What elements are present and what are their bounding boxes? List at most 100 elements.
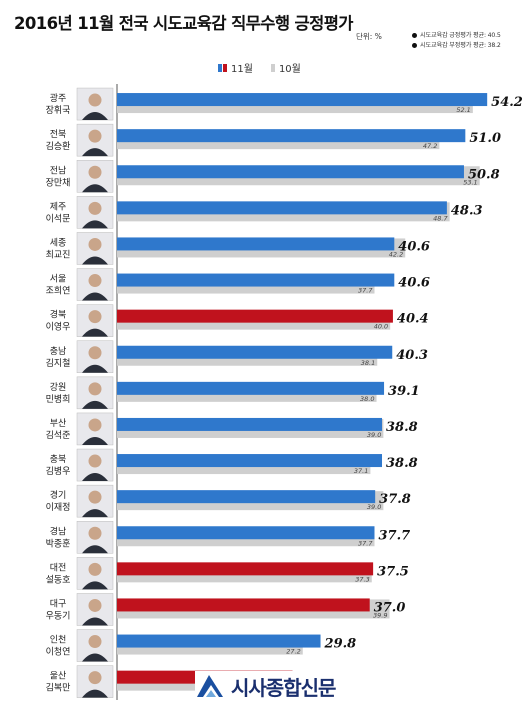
region-label: 전북 xyxy=(50,129,67,140)
region-label: 경기 xyxy=(50,489,67,501)
october-value-label: 52.1 xyxy=(456,106,470,114)
portrait-face-icon xyxy=(88,237,102,251)
person-name-label: 설동호 xyxy=(46,574,71,585)
person-name-label: 박종훈 xyxy=(46,537,71,549)
november-bar xyxy=(117,201,447,215)
region-label: 경북 xyxy=(50,309,67,321)
portrait-suit-icon xyxy=(82,473,108,482)
person-name-label: 장만채 xyxy=(46,177,71,188)
legend-swatch-gray xyxy=(270,63,275,72)
region-label: 대전 xyxy=(50,562,67,573)
portrait-suit-icon xyxy=(82,436,108,445)
portrait-face-icon xyxy=(88,671,102,685)
person-name-label: 김복만 xyxy=(46,682,71,694)
october-value-label: 39.9 xyxy=(373,611,387,619)
november-value-label: 37.8 xyxy=(379,492,411,507)
november-value-label: 37.0 xyxy=(374,600,406,615)
october-value-label: 27.2 xyxy=(286,648,300,656)
november-value-label: 38.8 xyxy=(386,456,418,471)
portrait-face-icon xyxy=(88,93,102,107)
portrait-suit-icon xyxy=(82,184,108,193)
person-name-label: 김석준 xyxy=(46,429,71,441)
november-bar xyxy=(117,490,376,504)
portrait-face-icon xyxy=(88,418,102,432)
legend-swatch-blue xyxy=(218,63,222,72)
region-label: 대구 xyxy=(50,598,67,609)
november-bar xyxy=(117,562,374,576)
october-value-label: 48.7 xyxy=(433,214,448,222)
november-value-label: 40.6 xyxy=(398,276,430,291)
region-label: 광주 xyxy=(50,92,67,104)
publisher-logo-icon xyxy=(197,675,223,697)
november-bar xyxy=(117,93,488,107)
portrait-face-icon xyxy=(88,562,102,576)
november-value-label: 29.8 xyxy=(324,637,357,652)
november-bar xyxy=(117,381,385,395)
november-bar xyxy=(117,345,393,359)
november-value-label: 37.5 xyxy=(377,564,409,579)
chart-title: 2016년 11월 전국 시도교육감 직무수행 긍정평가 xyxy=(14,14,353,33)
portrait-suit-icon xyxy=(82,292,108,301)
person-name-label: 김병우 xyxy=(46,465,71,477)
person-name-label: 장휘국 xyxy=(46,105,71,116)
november-value-label: 54.2 xyxy=(491,95,523,110)
november-value-label: 38.8 xyxy=(386,420,418,435)
october-value-label: 40.0 xyxy=(374,323,388,331)
publisher-logo: 시사종합신문 xyxy=(195,671,355,701)
november-bar xyxy=(117,165,464,179)
october-value-label: 47.2 xyxy=(423,142,437,150)
negative-average-note: 시도교육감 부정평가 평균: 38.2 xyxy=(412,40,501,49)
november-bar xyxy=(117,634,321,648)
november-value-label: 40.3 xyxy=(396,348,428,363)
october-value-label: 38.1 xyxy=(361,359,375,367)
portrait-face-icon xyxy=(88,635,102,649)
november-bar xyxy=(117,598,370,612)
november-value-label: 50.8 xyxy=(468,167,500,182)
negative-average-text: 시도교육감 부정평가 평균: 38.2 xyxy=(420,42,501,49)
november-bar xyxy=(117,417,383,431)
person-name-label: 이재정 xyxy=(46,502,71,513)
portrait-face-icon xyxy=(88,274,102,288)
november-value-label: 37.7 xyxy=(378,528,410,543)
october-value-label: 37.3 xyxy=(355,575,369,583)
region-label: 강원 xyxy=(50,382,67,393)
october-value-label: 39.0 xyxy=(367,503,381,511)
person-name-label: 이청연 xyxy=(46,647,71,658)
november-bar xyxy=(117,309,393,323)
portrait-suit-icon xyxy=(82,617,108,626)
october-value-label: 39.0 xyxy=(367,431,381,439)
person-name-label: 이석문 xyxy=(46,213,71,224)
portrait-suit-icon xyxy=(82,581,108,590)
portrait-suit-icon xyxy=(82,545,108,554)
november-bar xyxy=(117,273,395,287)
person-name-label: 이영우 xyxy=(46,322,71,333)
portrait-face-icon xyxy=(88,346,102,360)
portrait-face-icon xyxy=(88,454,102,468)
region-label: 충북 xyxy=(50,454,67,465)
november-value-label: 51.0 xyxy=(469,131,501,146)
october-value-label: 37.1 xyxy=(354,467,368,475)
portrait-suit-icon xyxy=(82,364,108,373)
portrait-suit-icon xyxy=(82,148,108,157)
portrait-face-icon xyxy=(88,129,102,143)
bullet-icon xyxy=(412,42,417,48)
region-label: 경남 xyxy=(50,525,67,537)
portrait-face-icon xyxy=(88,165,102,179)
person-name-label: 조희연 xyxy=(46,285,71,297)
portrait-suit-icon xyxy=(82,400,108,409)
region-label: 부산 xyxy=(50,418,67,429)
legend: 11월 10월 xyxy=(218,60,319,75)
legend-swatch-red xyxy=(223,63,227,72)
november-value-label: 40.6 xyxy=(398,239,430,254)
october-value-label: 38.0 xyxy=(360,395,374,403)
november-bar xyxy=(117,454,383,468)
november-value-label: 40.4 xyxy=(397,312,429,327)
person-name-label: 민병희 xyxy=(46,393,71,405)
portrait-suit-icon xyxy=(82,256,108,265)
positive-average-note: 시도교육감 긍정평가 평균: 40.5 xyxy=(412,30,501,39)
november-value-label: 48.3 xyxy=(451,203,483,218)
person-name-label: 최교진 xyxy=(46,249,71,260)
positive-average-text: 시도교육감 긍정평가 평균: 40.5 xyxy=(420,32,501,39)
portrait-suit-icon xyxy=(82,328,108,337)
